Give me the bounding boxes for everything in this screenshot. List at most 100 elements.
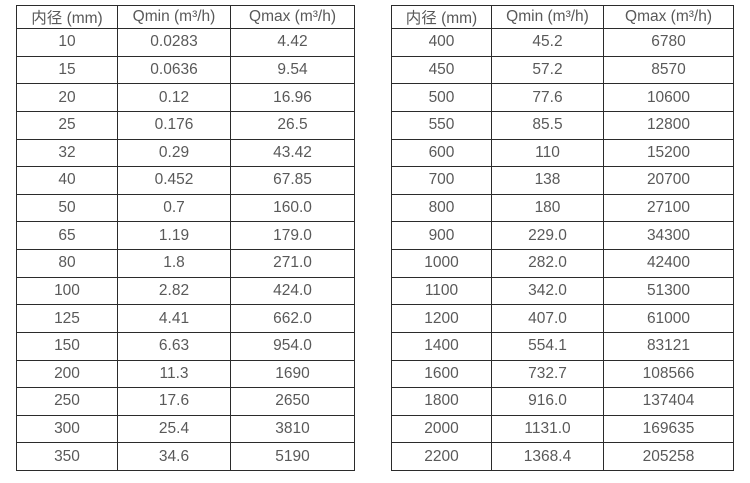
qmin-cell: 77.6	[491, 83, 604, 112]
qmin-cell: 180	[491, 193, 604, 223]
qmax-cell: 179.0	[230, 221, 355, 250]
diameter-cell: 1400	[391, 331, 492, 361]
diameter-cell: 1000	[391, 249, 492, 278]
diameter-cell: 32	[16, 138, 118, 168]
table-row: 100 2.82 424.0	[16, 276, 355, 306]
qmax-cell: 83121	[603, 331, 734, 361]
qmin-cell: 57.2	[491, 55, 604, 85]
column-header-0: 内径 (mm)	[391, 5, 492, 29]
diameter-cell: 100	[16, 276, 118, 306]
table-row: 10 0.0283 4.42	[16, 28, 355, 57]
qmax-cell: 42400	[603, 249, 734, 278]
qmin-cell: 34.6	[117, 442, 231, 471]
diameter-cell: 300	[16, 414, 118, 444]
qmin-cell: 732.7	[491, 359, 604, 389]
table-row: 150 6.63 954.0	[16, 331, 355, 361]
qmax-cell: 137404	[603, 387, 734, 416]
diameter-cell: 250	[16, 387, 118, 416]
qmin-cell: 11.3	[117, 359, 231, 389]
qmin-cell: 0.452	[117, 166, 231, 195]
diameter-cell: 50	[16, 193, 118, 223]
qmin-cell: 0.7	[117, 193, 231, 223]
qmin-cell: 0.0636	[117, 55, 231, 85]
qmax-cell: 8570	[603, 55, 734, 85]
table-row: 32 0.29 43.42	[16, 138, 355, 168]
qmin-cell: 0.176	[117, 110, 231, 140]
qmax-cell: 5190	[230, 442, 355, 471]
table-row: 50 0.7 160.0	[16, 193, 355, 223]
diameter-cell: 450	[391, 55, 492, 85]
diameter-cell: 400	[391, 28, 492, 57]
table-row: 1100 342.0 51300	[391, 276, 734, 306]
qmax-cell: 16.96	[230, 83, 355, 112]
table-row: 350 34.6 5190	[16, 442, 355, 471]
table-row: 1800 916.0 137404	[391, 387, 734, 416]
table-row: 250 17.6 2650	[16, 387, 355, 416]
qmin-cell: 85.5	[491, 110, 604, 140]
diameter-cell: 1200	[391, 304, 492, 333]
qmax-cell: 6780	[603, 28, 734, 57]
diameter-cell: 2200	[391, 442, 492, 471]
table-row: 1600 732.7 108566	[391, 359, 734, 389]
table-row: 65 1.19 179.0	[16, 221, 355, 250]
table-row: 450 57.2 8570	[391, 55, 734, 85]
qmax-cell: 160.0	[230, 193, 355, 223]
table-row: 80 1.8 271.0	[16, 249, 355, 278]
qmin-cell: 1368.4	[491, 442, 604, 471]
qmax-cell: 3810	[230, 414, 355, 444]
table-row: 300 25.4 3810	[16, 414, 355, 444]
header-row: 内径 (mm) Qmin (m³/h) Qmax (m³/h)	[16, 5, 355, 29]
table-row: 1000 282.0 42400	[391, 249, 734, 278]
diameter-cell: 2000	[391, 414, 492, 444]
diameter-cell: 200	[16, 359, 118, 389]
diameter-cell: 900	[391, 221, 492, 250]
diameter-cell: 125	[16, 304, 118, 333]
qmin-cell: 45.2	[491, 28, 604, 57]
qmax-cell: 424.0	[230, 276, 355, 306]
diameter-cell: 150	[16, 331, 118, 361]
qmin-cell: 1.19	[117, 221, 231, 250]
diameter-cell: 20	[16, 83, 118, 112]
table-row: 15 0.0636 9.54	[16, 55, 355, 85]
diameter-cell: 700	[391, 166, 492, 195]
qmax-cell: 43.42	[230, 138, 355, 168]
column-header-1: Qmin (m³/h)	[117, 5, 231, 29]
table-row: 2000 1131.0 169635	[391, 414, 734, 444]
diameter-cell: 1600	[391, 359, 492, 389]
table-row: 900 229.0 34300	[391, 221, 734, 250]
table-row: 700 138 20700	[391, 166, 734, 195]
table-row: 25 0.176 26.5	[16, 110, 355, 140]
qmax-cell: 271.0	[230, 249, 355, 278]
qmin-cell: 0.29	[117, 138, 231, 168]
diameter-cell: 10	[16, 28, 118, 57]
column-header-2: Qmax (m³/h)	[230, 5, 355, 29]
diameter-cell: 1800	[391, 387, 492, 416]
qmin-cell: 282.0	[491, 249, 604, 278]
flow-table-small-diameters: 内径 (mm) Qmin (m³/h) Qmax (m³/h) 10 0.0283 4.4…	[16, 5, 355, 471]
qmax-cell: 954.0	[230, 331, 355, 361]
diameter-cell: 15	[16, 55, 118, 85]
qmax-cell: 108566	[603, 359, 734, 389]
diameter-cell: 65	[16, 221, 118, 250]
qmax-cell: 15200	[603, 138, 734, 168]
qmax-cell: 12800	[603, 110, 734, 140]
table-row: 125 4.41 662.0	[16, 304, 355, 333]
qmin-cell: 1.8	[117, 249, 231, 278]
qmin-cell: 407.0	[491, 304, 604, 333]
qmin-cell: 554.1	[491, 331, 604, 361]
qmin-cell: 916.0	[491, 387, 604, 416]
qmax-cell: 27100	[603, 193, 734, 223]
qmin-cell: 0.0283	[117, 28, 231, 57]
table-row: 1400 554.1 83121	[391, 331, 734, 361]
qmin-cell: 6.63	[117, 331, 231, 361]
qmin-cell: 110	[491, 138, 604, 168]
table-row: 800 180 27100	[391, 193, 734, 223]
diameter-cell: 25	[16, 110, 118, 140]
qmax-cell: 2650	[230, 387, 355, 416]
table-row: 20 0.12 16.96	[16, 83, 355, 112]
qmin-cell: 25.4	[117, 414, 231, 444]
qmax-cell: 4.42	[230, 28, 355, 57]
table-row: 600 110 15200	[391, 138, 734, 168]
qmax-cell: 26.5	[230, 110, 355, 140]
